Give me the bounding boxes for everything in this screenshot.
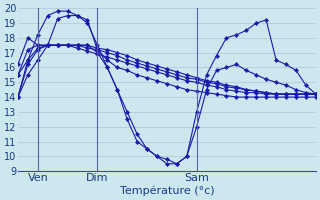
X-axis label: Température (°c): Température (°c) (120, 185, 214, 196)
